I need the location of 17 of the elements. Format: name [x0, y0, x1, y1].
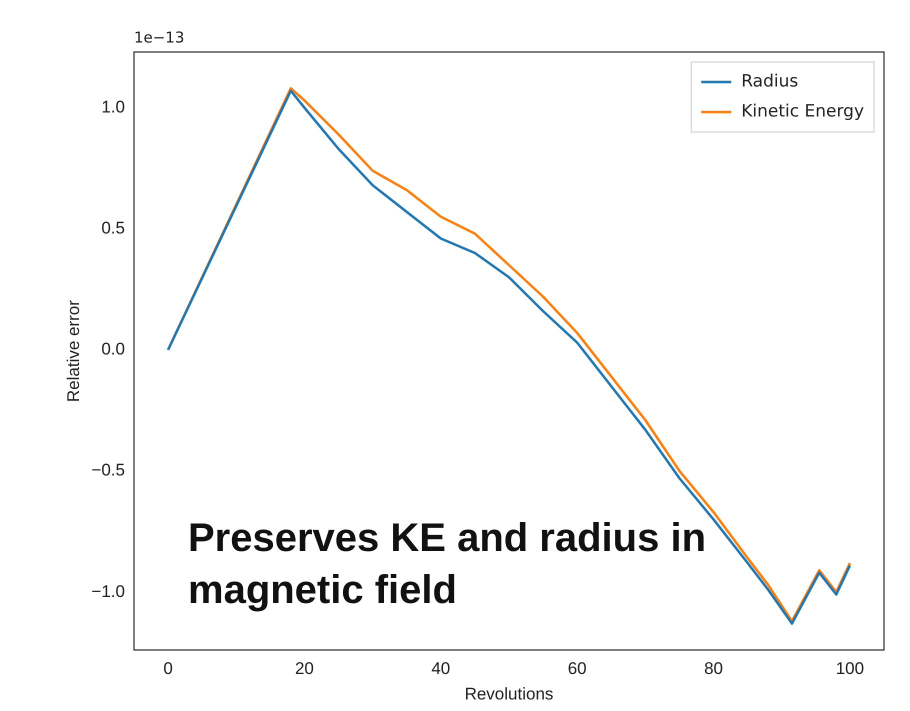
x-tick-label: 20 — [294, 659, 314, 678]
y-tick-label: 1.0 — [101, 97, 125, 116]
legend-label: Radius — [741, 71, 798, 92]
y-axis-title: Relative error — [64, 300, 83, 402]
legend-label: Kinetic Energy — [741, 101, 864, 122]
y-tick-label: −1.0 — [91, 582, 125, 601]
x-axis-title: Revolutions — [464, 684, 554, 704]
y-tick-label: −0.5 — [91, 460, 125, 480]
text: 1e−13 — [134, 28, 184, 46]
x-tick-label: 80 — [704, 659, 723, 678]
x-tick-label: 60 — [568, 659, 587, 678]
annotation: Preserves KE and radius in magnetic field — [188, 515, 708, 614]
y-tick-label: 0.5 — [101, 218, 125, 238]
x-tick-label: 0 — [163, 659, 173, 678]
y-tick-label: 0.0 — [101, 340, 125, 359]
x-tick-label: 40 — [431, 659, 450, 678]
x-tick-label: 100 — [836, 659, 864, 678]
